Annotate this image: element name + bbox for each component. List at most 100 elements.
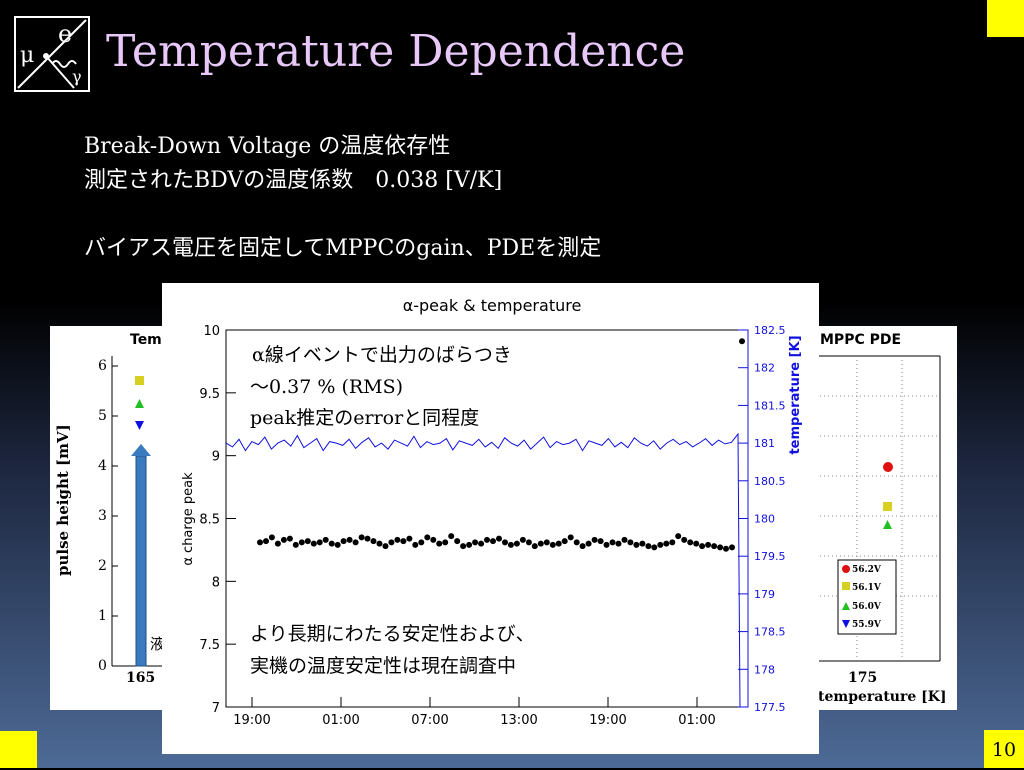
x-tick-label: 01:00 — [678, 713, 715, 728]
alpha-peak-point — [573, 539, 580, 546]
alpha-peak-point — [561, 538, 568, 545]
alpha-peak-point — [316, 539, 323, 546]
left-ytick: 6 — [98, 358, 107, 374]
right-chart-marker-circle — [883, 462, 893, 472]
logo-e: e — [58, 20, 72, 48]
x-tick-label: 19:00 — [233, 713, 270, 728]
alpha-peak-point — [579, 543, 586, 550]
left-chart-xtick: 165 — [126, 670, 155, 686]
alpha-peak-point — [681, 536, 688, 543]
y-tick-label: 9.5 — [199, 387, 220, 402]
alpha-peak-point — [519, 536, 526, 543]
alpha-peak-point — [675, 533, 682, 540]
main-chart-y2label: temperature [K] — [788, 335, 803, 454]
left-chart-marker-square — [135, 376, 144, 385]
left-ytick: 1 — [98, 608, 107, 624]
alpha-peak-point — [490, 538, 496, 545]
left-chart-marker-triangle-up — [135, 399, 144, 408]
annotation-top-line: α線イベントで出力のばらつき — [252, 344, 512, 366]
alpha-peak-point — [502, 539, 508, 546]
y2-tick-label: 182 — [754, 362, 775, 375]
alpha-peak-point — [370, 538, 377, 545]
corner-accent-top-right — [987, 0, 1024, 37]
alpha-peak-point — [292, 541, 299, 548]
page-number: 10 — [984, 730, 1024, 768]
alpha-peak-point — [739, 338, 745, 345]
alpha-peak-point — [466, 541, 473, 548]
alpha-peak-point — [496, 535, 502, 542]
corner-accent-bottom-left — [0, 731, 37, 768]
alpha-peak-point — [328, 540, 335, 547]
y2-tick-label: 178.5 — [754, 626, 786, 639]
alpha-peak-point — [340, 538, 347, 545]
alpha-peak-point — [699, 543, 706, 550]
right-chart: MPPC PDE 56.2V 56.1V 56.0V 55.9V 175 tem… — [812, 332, 947, 705]
legend-item-label: 56.1V — [852, 583, 882, 593]
left-chart-yticks: 0 1 2 3 4 5 6 — [98, 358, 107, 674]
alpha-peak-point — [286, 535, 293, 542]
annotation-top: α線イベントで出力のばらつき 〜0.37 % (RMS) peak推定のerro… — [250, 344, 512, 429]
alpha-peak-point — [263, 538, 269, 545]
logo-mu: μ — [20, 43, 34, 68]
y-tick-label: 8.5 — [199, 513, 220, 528]
main-chart-title: α-peak & temperature — [403, 296, 582, 315]
alpha-peak-point — [615, 540, 622, 547]
y2-tick-label: 177.5 — [754, 701, 786, 714]
alpha-peak-point — [621, 536, 628, 543]
alpha-peak-point — [531, 543, 538, 550]
text-line-2: 測定されたBDVの温度係数 0.038 [V/K] — [84, 168, 503, 193]
alpha-peak-point — [280, 536, 287, 543]
y-tick-label: 7.5 — [199, 638, 220, 653]
left-chart: Tem pulse height [mV] 0 1 2 3 4 5 6 液 16… — [54, 332, 170, 686]
left-chart-title: Tem — [130, 332, 162, 348]
alpha-peak-point — [274, 540, 281, 547]
alpha-peak-point — [388, 539, 395, 546]
y2-tick-label: 181 — [754, 437, 775, 450]
alpha-peak-point — [298, 539, 305, 546]
y2-tick-label: 180.5 — [754, 475, 786, 488]
alpha-peak-point — [406, 535, 413, 542]
text-line-1: Break-Down Voltage の温度依存性 — [84, 134, 451, 159]
x-tick-label: 07:00 — [411, 713, 448, 728]
alpha-peak-series — [257, 338, 745, 552]
alpha-peak-point — [346, 536, 353, 543]
main-x-axis: 19:00 01:00 07:00 13:00 19:00 01:00 — [233, 697, 716, 728]
alpha-peak-point — [400, 538, 407, 545]
annotation-top-line: peak推定のerrorと同程度 — [250, 407, 479, 429]
right-chart-panel: MPPC PDE 56.2V 56.1V 56.0V 55.9V 175 tem… — [812, 326, 957, 710]
alpha-peak-point — [268, 534, 275, 541]
alpha-peak-point — [603, 541, 610, 548]
alpha-peak-point — [723, 545, 729, 552]
alpha-peak-point — [537, 540, 544, 547]
alpha-peak-point — [549, 541, 556, 548]
alpha-peak-point — [729, 544, 735, 551]
annotation-bottom-line: より長期にわたる安定性および、 — [250, 623, 535, 645]
annotation-top-line: 〜0.37 % (RMS) — [250, 376, 403, 398]
legend-item-label: 55.9V — [852, 620, 882, 630]
left-ytick: 4 — [98, 458, 107, 474]
temperature-line — [225, 432, 741, 708]
right-chart-title: MPPC PDE — [820, 332, 901, 348]
alpha-peak-point — [555, 540, 562, 547]
y2-tick-label: 179.5 — [754, 550, 786, 563]
left-ytick: 0 — [98, 658, 107, 674]
left-chart-panel: Tem pulse height [mV] 0 1 2 3 4 5 6 液 16… — [50, 326, 170, 710]
alpha-peak-point — [418, 539, 425, 546]
alpha-peak-point — [478, 540, 485, 547]
alpha-peak-point — [717, 544, 724, 551]
annotation-bottom: より長期にわたる安定性および、 実機の温度安定性は現在調査中 — [250, 623, 535, 677]
alpha-peak-point — [513, 540, 520, 547]
alpha-peak-point — [412, 541, 419, 548]
alpha-peak-point — [567, 534, 574, 541]
alpha-peak-point — [442, 539, 449, 546]
left-ytick: 2 — [98, 558, 107, 574]
alpha-peak-point — [484, 536, 490, 543]
alpha-peak-point — [585, 540, 592, 547]
alpha-peak-point — [597, 538, 604, 545]
alpha-peak-point — [352, 539, 359, 546]
alpha-peak-point — [651, 544, 658, 551]
x-tick-label: 19:00 — [589, 713, 626, 728]
slide-title: Temperature Dependence — [106, 26, 686, 77]
alpha-peak-point — [436, 540, 443, 547]
alpha-peak-point — [304, 538, 311, 545]
